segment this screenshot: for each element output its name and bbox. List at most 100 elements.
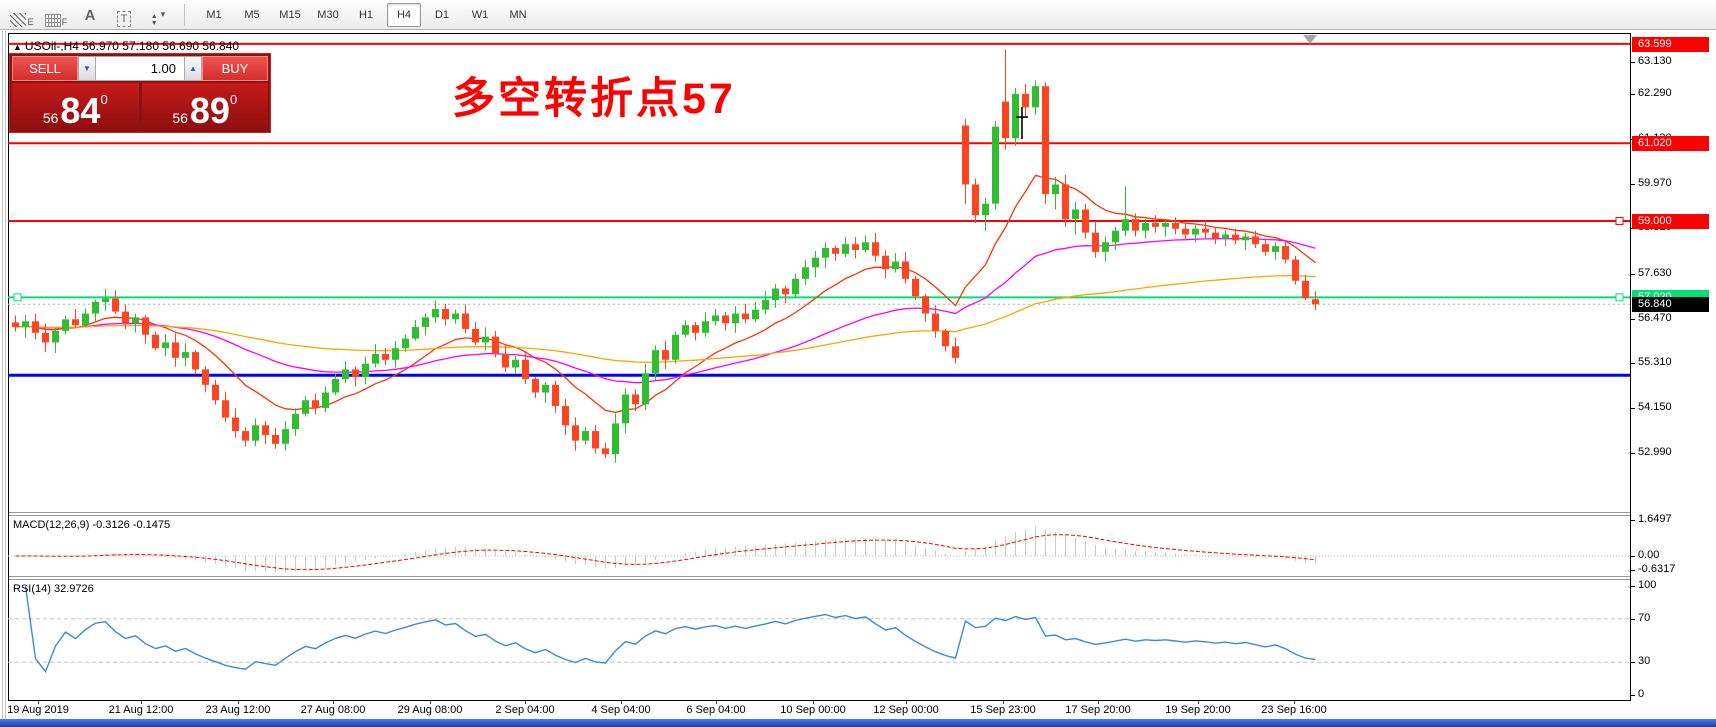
candle-body <box>1292 259 1299 281</box>
candle-body <box>882 255 889 270</box>
macd-label: MACD(12,26,9) -0.3126 -0.1475 <box>13 519 171 531</box>
rsi-tick-label: 30 <box>1638 655 1651 668</box>
timeframe-button-w1[interactable]: W1 <box>471 8 489 21</box>
buy-price-pip: 0 <box>229 92 238 107</box>
price-axis[interactable]: 63.13062.29061.13059.97058.81057.63056.4… <box>1631 31 1715 719</box>
candle-body <box>1012 93 1019 139</box>
buy-price-prefix: 56 <box>172 110 188 126</box>
candle-body <box>512 359 519 368</box>
candle-body <box>1092 232 1099 252</box>
volume-decrease-button[interactable]: ▼ <box>78 56 96 81</box>
candle-body <box>622 394 629 424</box>
candle-body <box>132 317 139 324</box>
top-toolbar: E F A T ▲ ▼ ▾ M1 M5 M15 M30 H1 H4 D1 W1 MN <box>0 0 1716 30</box>
chart-shift-marker[interactable] <box>1303 35 1317 44</box>
chevron-down-icon[interactable]: ▾ <box>160 9 166 19</box>
chart-annotation[interactable]: 多空转折点57 <box>452 75 736 123</box>
candle-body <box>1132 219 1139 231</box>
axis-tick <box>1631 556 1635 557</box>
candle-body <box>1022 93 1029 108</box>
draw-channel-icon[interactable]: E <box>8 3 36 27</box>
time-label: 29 Aug 08:00 <box>397 704 463 716</box>
time-tick <box>906 701 907 704</box>
timeframe-button-d1[interactable]: D1 <box>434 8 450 21</box>
timeframe-button-m15[interactable]: M15 <box>279 8 301 21</box>
candle-body <box>1272 246 1279 252</box>
candle-body <box>52 330 59 343</box>
candle-body <box>282 429 289 444</box>
candle-body <box>172 342 179 358</box>
timeframe-button-m30[interactable]: M30 <box>317 8 339 21</box>
main-chart-panel[interactable] <box>8 33 1630 512</box>
candle-body <box>392 348 399 360</box>
candle-body <box>112 298 119 312</box>
chart-title: ▲ USOil-,H4 56.970 57.180 56.690 56.840 <box>13 39 239 53</box>
panel-separator[interactable] <box>9 579 1630 580</box>
fibonacci-icon[interactable]: F <box>42 3 70 27</box>
candle-body <box>472 328 479 343</box>
candle-body <box>102 298 109 302</box>
candle-body <box>922 296 929 314</box>
sell-button[interactable]: SELL <box>12 56 78 81</box>
timeframe-button-mn[interactable]: MN <box>509 8 527 21</box>
timeframe-button-h4[interactable]: H4 <box>387 2 421 27</box>
candle-body <box>82 313 89 326</box>
panel-separator[interactable] <box>9 576 1630 577</box>
candle-body <box>1182 228 1189 235</box>
candle-body <box>752 309 759 320</box>
candle-body <box>32 321 39 333</box>
candle-body <box>12 322 19 328</box>
candle-body <box>862 242 869 250</box>
candle-body <box>142 317 149 335</box>
volume-increase-button[interactable]: ▲ <box>184 56 202 81</box>
candle-body <box>1072 209 1079 220</box>
candle-body <box>962 125 969 185</box>
icon-letter: A <box>84 6 96 24</box>
panel-separator[interactable] <box>9 515 1630 516</box>
rsi-panel[interactable] <box>8 580 1630 700</box>
buy-price-display[interactable]: 56 89 0 <box>141 83 268 132</box>
timeframe-button-m1[interactable]: M1 <box>206 8 222 21</box>
window-left-edge <box>2 31 3 719</box>
candle-body <box>342 369 349 380</box>
price-badge-56.840: 56.840 <box>1632 297 1709 313</box>
candle-body <box>1242 236 1249 241</box>
object-marker-icon: ▲ <box>13 42 22 52</box>
line-handle[interactable] <box>1615 217 1624 226</box>
volume-input[interactable]: 1.00 <box>96 56 184 81</box>
candle-body <box>642 373 649 405</box>
plot-left-border <box>8 33 9 701</box>
candle-body <box>162 342 169 349</box>
line-handle[interactable] <box>1615 293 1624 302</box>
candle-body <box>292 413 299 430</box>
candle-body <box>452 313 459 320</box>
time-tick <box>1003 701 1004 704</box>
candle-body <box>72 319 79 326</box>
buy-button[interactable]: BUY <box>202 56 268 81</box>
arrow-objects-icon[interactable]: ▲ ▼ ▾ <box>144 3 172 27</box>
candle-body <box>182 352 189 358</box>
candle-body <box>762 300 769 310</box>
panel-separator[interactable] <box>9 512 1630 513</box>
candle-body <box>412 327 419 339</box>
candle-body <box>462 313 469 329</box>
timeframe-button-h1[interactable]: H1 <box>358 8 374 21</box>
time-tick <box>238 701 239 704</box>
candle-body <box>592 431 599 449</box>
macd-panel[interactable] <box>8 516 1630 576</box>
rsi-label: RSI(14) 32.9726 <box>13 583 94 595</box>
time-tick <box>38 701 39 704</box>
timeframe-button-m5[interactable]: M5 <box>244 8 260 21</box>
sell-price-display[interactable]: 56 84 0 <box>12 83 139 132</box>
text-box-icon[interactable]: T <box>110 3 138 27</box>
line-handle[interactable] <box>13 293 22 302</box>
plot-top-border <box>8 33 1631 34</box>
time-axis[interactable]: 19 Aug 2019 21 Aug 12:00 23 Aug 12:00 27 Au… <box>7 701 1630 719</box>
time-label: 2 Sep 04:00 <box>495 704 555 716</box>
text-label-icon[interactable]: A <box>76 3 104 27</box>
candle-body <box>682 325 689 335</box>
dots-glyph <box>44 13 61 27</box>
candle-body <box>242 431 249 441</box>
buy-price-main: 89 <box>189 90 230 131</box>
